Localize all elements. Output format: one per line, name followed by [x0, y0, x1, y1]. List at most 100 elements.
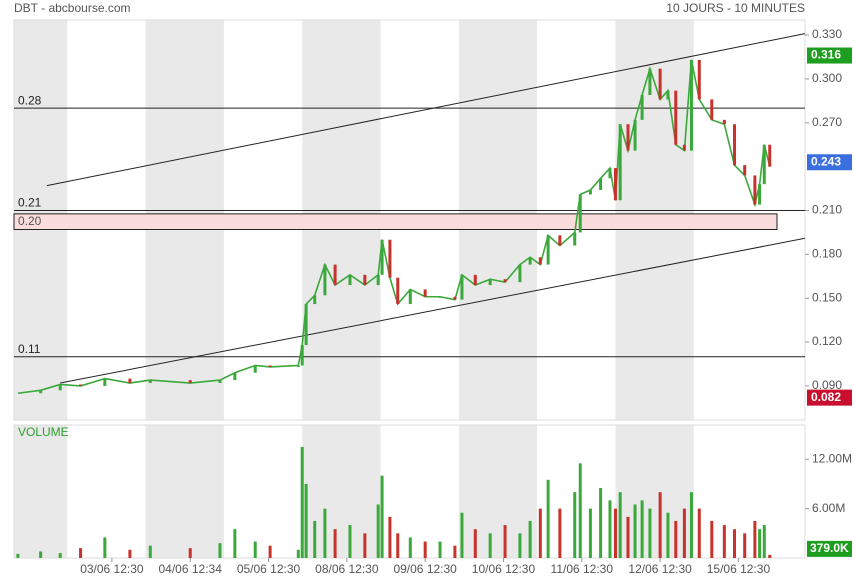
- candle: [546, 235, 550, 265]
- trend-line: [46, 33, 806, 187]
- candle: [188, 380, 192, 384]
- candle: [578, 194, 582, 233]
- volume-bar: [666, 512, 670, 558]
- y-tick-label: 0.210: [812, 203, 842, 217]
- volume-bar: [39, 551, 43, 558]
- volume-bar: [518, 533, 522, 558]
- x-tick-label: 12/06 12:30: [628, 562, 692, 576]
- volume-bar: [128, 549, 132, 558]
- volume-bar: [333, 529, 337, 558]
- volume-bar: [546, 479, 550, 558]
- volume-bar: [218, 543, 222, 558]
- candle: [148, 380, 152, 384]
- x-tick-label: 05/06 12:30: [237, 562, 301, 576]
- candle: [710, 99, 714, 120]
- candle: [58, 384, 62, 391]
- x-tick-label: 15/06 12:30: [707, 562, 771, 576]
- candle: [618, 124, 622, 201]
- candle: [613, 168, 617, 201]
- volume-bar: [348, 525, 352, 558]
- volume-bar: [608, 500, 612, 558]
- volume-bar: [233, 529, 237, 558]
- candle: [460, 274, 464, 300]
- volume-bar: [538, 508, 542, 558]
- volume-bar: [722, 525, 726, 558]
- volume-bar: [296, 549, 300, 558]
- volume-bar: [396, 533, 400, 558]
- price-tag: [807, 47, 852, 64]
- candle: [380, 239, 384, 275]
- candle: [333, 264, 337, 286]
- candle: [608, 168, 612, 179]
- y-tick-label: 0.120: [812, 334, 842, 348]
- candle: [743, 165, 747, 176]
- volume-bar: [528, 520, 532, 558]
- candle: [689, 59, 693, 151]
- volume-bar: [648, 508, 652, 558]
- volume-bar: [363, 533, 367, 558]
- level-label: 0.28: [18, 93, 42, 107]
- volume-bar: [313, 520, 317, 558]
- volume-bar: [453, 545, 457, 558]
- candle: [768, 144, 772, 167]
- volume-bar: [743, 533, 747, 558]
- volume-bar: [58, 553, 62, 558]
- candle: [388, 239, 392, 278]
- volume-bar: [408, 537, 412, 558]
- volume-bar: [558, 508, 562, 558]
- y-tick-label: 0.330: [812, 27, 842, 41]
- candle: [128, 378, 132, 384]
- chart-title: DBT - abcbourse.com: [14, 1, 131, 15]
- x-tick-label: 10/06 12:30: [472, 562, 536, 576]
- volume-bar: [188, 548, 192, 558]
- volume-bar: [682, 508, 686, 558]
- volume-bar: [674, 520, 678, 558]
- volume-bar: [103, 537, 107, 558]
- volume-bar: [148, 545, 152, 558]
- volume-bar: [503, 525, 507, 558]
- volume-bar: [578, 463, 582, 558]
- candle: [633, 119, 637, 151]
- candle: [253, 365, 257, 373]
- candle: [103, 378, 107, 386]
- candle: [268, 365, 272, 367]
- candle: [697, 59, 701, 100]
- y-tick-label: 12.00M: [812, 451, 852, 465]
- y-tick-label: 0.300: [812, 71, 842, 85]
- volume-bar: [618, 492, 622, 558]
- candle: [666, 90, 670, 100]
- zone-label: 0.20: [18, 214, 42, 228]
- price-tag-label: 0.243: [811, 154, 841, 168]
- y-tick-label: 0.180: [812, 247, 842, 261]
- volume-bar: [613, 508, 617, 558]
- candle: [488, 279, 492, 286]
- volume-tag: [807, 540, 852, 557]
- volume-bar: [626, 516, 630, 558]
- candle: [323, 264, 327, 296]
- candle: [408, 289, 412, 305]
- x-tick-label: 11/06 12:30: [551, 562, 614, 576]
- volume-bar: [768, 554, 772, 558]
- candle: [528, 257, 532, 265]
- candle: [348, 274, 352, 286]
- volume-bar: [304, 483, 308, 558]
- volume-bar: [438, 541, 442, 558]
- price-tag: [807, 389, 852, 406]
- candle: [313, 295, 317, 305]
- volume-bar: [323, 508, 327, 558]
- y-tick-label: 0.090: [812, 378, 842, 392]
- volume-bar: [79, 548, 83, 558]
- candle: [762, 144, 766, 185]
- candle: [674, 90, 678, 145]
- day-shade: [458, 425, 538, 558]
- y-tick-label: 6.00M: [812, 501, 845, 515]
- candle: [658, 68, 662, 100]
- volume-title: VOLUME: [18, 425, 69, 439]
- x-tick-label: 04/06 12:34: [159, 562, 223, 576]
- volume-bar: [16, 553, 20, 558]
- volume-bar: [599, 488, 603, 558]
- volume-bar: [689, 492, 693, 558]
- volume-bar: [460, 512, 464, 558]
- candle: [296, 365, 300, 367]
